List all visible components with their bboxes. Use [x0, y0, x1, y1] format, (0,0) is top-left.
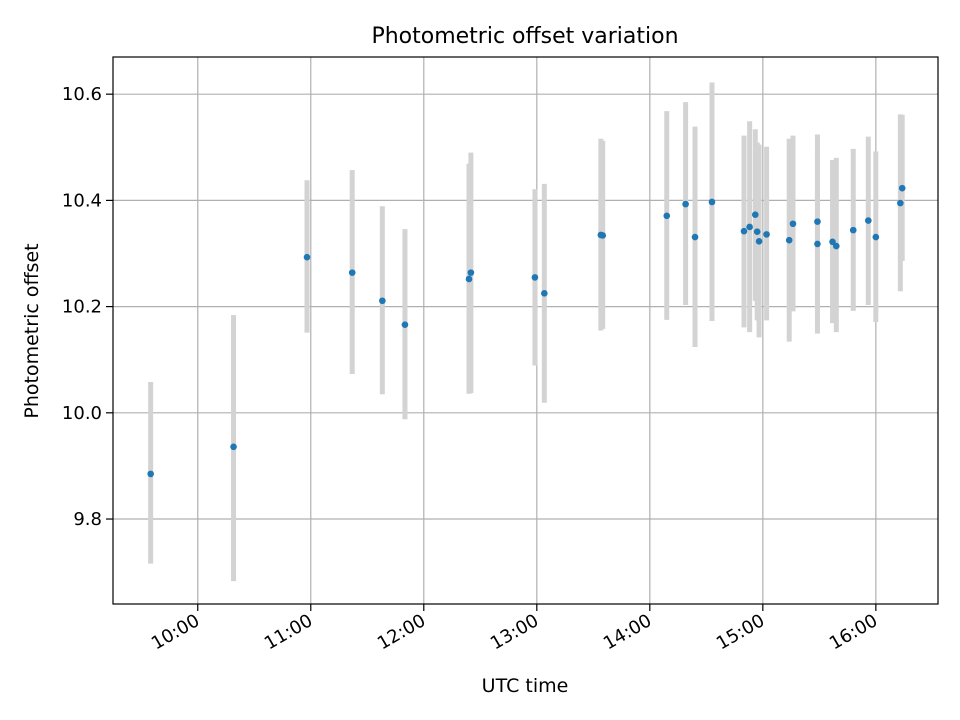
data-point: [348, 269, 356, 276]
data-point: [753, 228, 761, 236]
data-point: [814, 218, 821, 225]
data-point: [230, 443, 237, 451]
data-point: [541, 290, 548, 297]
data-point: [401, 321, 409, 328]
data-point: [682, 200, 689, 208]
data-point: [691, 233, 699, 241]
y-tick-label: 9.8: [73, 509, 102, 530]
data-point: [147, 470, 154, 478]
data-points: [147, 184, 906, 478]
data-point: [746, 223, 753, 231]
y-tick-label: 10.6: [62, 84, 102, 105]
data-point: [755, 237, 763, 245]
data-point: [379, 297, 386, 305]
data-point: [531, 274, 539, 281]
x-axis-label: UTC time: [482, 675, 569, 697]
data-point: [865, 217, 872, 224]
data-point: [814, 240, 821, 248]
data-point: [763, 231, 770, 238]
y-axis-ticks: 9.8 10.0 10.2 10.4 10.6: [62, 84, 113, 530]
y-tick-label: 10.0: [62, 403, 102, 424]
data-point: [898, 184, 906, 192]
data-point: [465, 275, 473, 283]
data-point: [832, 242, 840, 250]
data-point: [708, 198, 716, 206]
data-point: [751, 211, 759, 219]
data-point: [897, 199, 904, 207]
y-tick-label: 10.2: [62, 297, 102, 318]
data-point: [872, 233, 880, 241]
data-point: [467, 269, 475, 276]
data-point: [599, 232, 607, 239]
data-point: [663, 212, 671, 220]
y-axis-label: Photometric offset: [21, 243, 43, 418]
data-point: [785, 236, 793, 244]
y-tick-label: 10.4: [62, 190, 102, 211]
gridlines: [113, 57, 938, 604]
chart-title: Photometric offset variation: [371, 24, 678, 49]
data-point: [740, 227, 748, 235]
plot-area-frame: [112, 56, 939, 605]
data-point: [303, 253, 311, 261]
data-point: [789, 220, 797, 228]
data-point: [829, 238, 836, 246]
data-point: [849, 226, 857, 234]
